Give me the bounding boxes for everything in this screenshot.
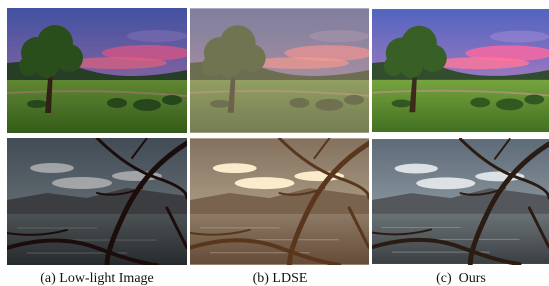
image-ldse-landscape xyxy=(190,8,374,132)
image-ours-lake xyxy=(372,139,549,264)
caption: (a) Low-light Image xyxy=(40,271,154,286)
image-ldse-lake xyxy=(190,138,369,264)
caption: (b) LDSE xyxy=(253,271,308,286)
caption: (c) Ours xyxy=(436,271,486,286)
image-low-light-lake xyxy=(7,138,187,265)
figure-canvas: (a) Low-light Image (b) LDSE (c) Ours xyxy=(0,0,549,286)
figure: (a) Low-light Image (b) LDSE (c) Ours xyxy=(0,0,549,286)
image-low-light-landscape xyxy=(7,8,192,133)
image-ours-landscape xyxy=(372,9,549,132)
